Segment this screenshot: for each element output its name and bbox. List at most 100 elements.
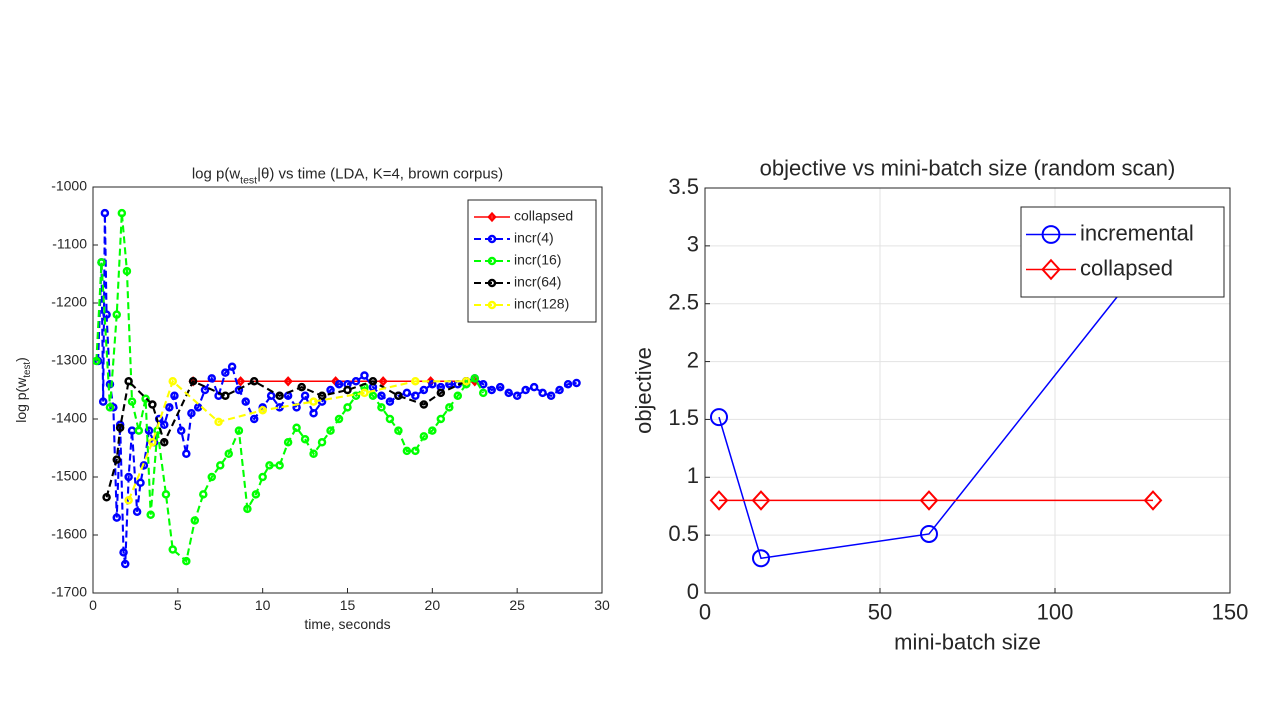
- marker: [402, 388, 412, 398]
- marker: [292, 423, 301, 432]
- marker: [445, 403, 454, 412]
- chart-title: log p(wtest|θ) vs time (LDA, K=4, brown …: [192, 165, 503, 186]
- legend-label: incr(16): [514, 252, 561, 268]
- marker: [148, 437, 157, 447]
- marker: [709, 490, 729, 511]
- marker: [394, 426, 403, 435]
- y-tick-label: -1100: [52, 236, 87, 252]
- marker: [555, 385, 564, 395]
- y-tick-label: -1000: [51, 178, 87, 194]
- marker: [207, 472, 217, 482]
- marker: [132, 507, 142, 517]
- marker: [207, 374, 217, 383]
- marker: [139, 461, 149, 470]
- marker: [182, 556, 191, 566]
- marker: [102, 493, 111, 502]
- chart-title-part: |θ) vs time (LDA, K=4, brown corpus): [257, 165, 503, 182]
- x-axis-label: mini-batch size: [894, 629, 1041, 654]
- y-axis-label: objective: [631, 347, 656, 434]
- legend-marker: [1041, 225, 1061, 244]
- marker: [249, 377, 259, 386]
- marker: [385, 414, 395, 424]
- marker: [136, 478, 145, 488]
- marker: [112, 310, 122, 319]
- marker: [275, 391, 284, 401]
- marker: [419, 432, 429, 441]
- y-tick-label: 1: [687, 463, 699, 488]
- x-tick-label: 10: [255, 597, 271, 613]
- x-tick-label: 100: [1037, 600, 1074, 625]
- y-axis-label-part: test: [22, 362, 33, 378]
- x-tick-label: 30: [594, 597, 610, 613]
- marker: [563, 379, 573, 389]
- marker: [428, 426, 437, 435]
- chart: 0 5 10 15 20 25 30 -1700 -1600 -1500 -1400 -1300 -12…: [13, 165, 610, 632]
- marker: [385, 397, 395, 406]
- legend-marker: [487, 300, 497, 310]
- marker: [235, 376, 246, 387]
- marker: [487, 385, 496, 395]
- y-axis-label: log p(wtest): [13, 357, 33, 423]
- y-axis-label-part: log p(w: [13, 377, 29, 423]
- x-tick-label: 150: [1212, 600, 1249, 625]
- y-tick-label: 3: [687, 232, 699, 257]
- marker: [343, 385, 352, 395]
- marker: [119, 548, 128, 557]
- x-tick-label: 25: [509, 597, 525, 613]
- legend: incremental collapsed: [1020, 206, 1225, 298]
- marker: [105, 379, 115, 389]
- marker: [419, 385, 429, 395]
- chart-title-part: log p(w: [192, 165, 241, 182]
- marker: [478, 388, 488, 398]
- marker: [168, 377, 177, 386]
- marker: [258, 406, 267, 415]
- legend-marker: [1041, 258, 1061, 281]
- marker: [360, 388, 369, 398]
- marker: [334, 414, 344, 424]
- marker: [241, 397, 250, 406]
- marker: [100, 208, 110, 218]
- marker: [112, 513, 122, 522]
- marker: [495, 382, 505, 392]
- marker: [141, 394, 150, 403]
- series-line: [127, 379, 467, 501]
- marker: [127, 397, 137, 406]
- marker: [160, 437, 169, 447]
- marker: [146, 510, 155, 519]
- marker: [529, 382, 539, 392]
- marker: [411, 446, 420, 456]
- y-tick-label: -1200: [51, 294, 87, 310]
- marker: [283, 376, 293, 387]
- marker: [504, 388, 513, 398]
- marker: [300, 391, 310, 401]
- marker: [148, 400, 157, 409]
- marker: [112, 455, 122, 464]
- marker: [161, 490, 171, 499]
- marker: [334, 379, 344, 389]
- marker: [93, 356, 101, 366]
- marker: [309, 397, 318, 406]
- marker: [411, 377, 420, 386]
- marker: [214, 417, 223, 427]
- marker: [436, 414, 446, 424]
- series-line: [718, 251, 1154, 560]
- marker: [546, 391, 556, 401]
- marker: [117, 208, 127, 218]
- marker: [102, 310, 111, 319]
- chart-title-part: objective vs mini-batch size (random sca…: [760, 155, 1176, 180]
- y-tick-label: 0.5: [668, 521, 699, 546]
- marker: [124, 472, 133, 482]
- marker: [98, 397, 108, 406]
- marker: [199, 490, 208, 499]
- marker: [134, 426, 144, 435]
- marker: [402, 446, 412, 456]
- marker: [176, 426, 186, 435]
- y-axis-label-part: objective: [631, 347, 656, 434]
- marker: [221, 391, 230, 401]
- marker: [919, 490, 939, 511]
- marker: [243, 504, 252, 514]
- y-tick-label: -1700: [51, 584, 87, 600]
- axes-box: [92, 186, 603, 594]
- marker: [216, 461, 225, 470]
- x-tick-label: 50: [868, 600, 892, 625]
